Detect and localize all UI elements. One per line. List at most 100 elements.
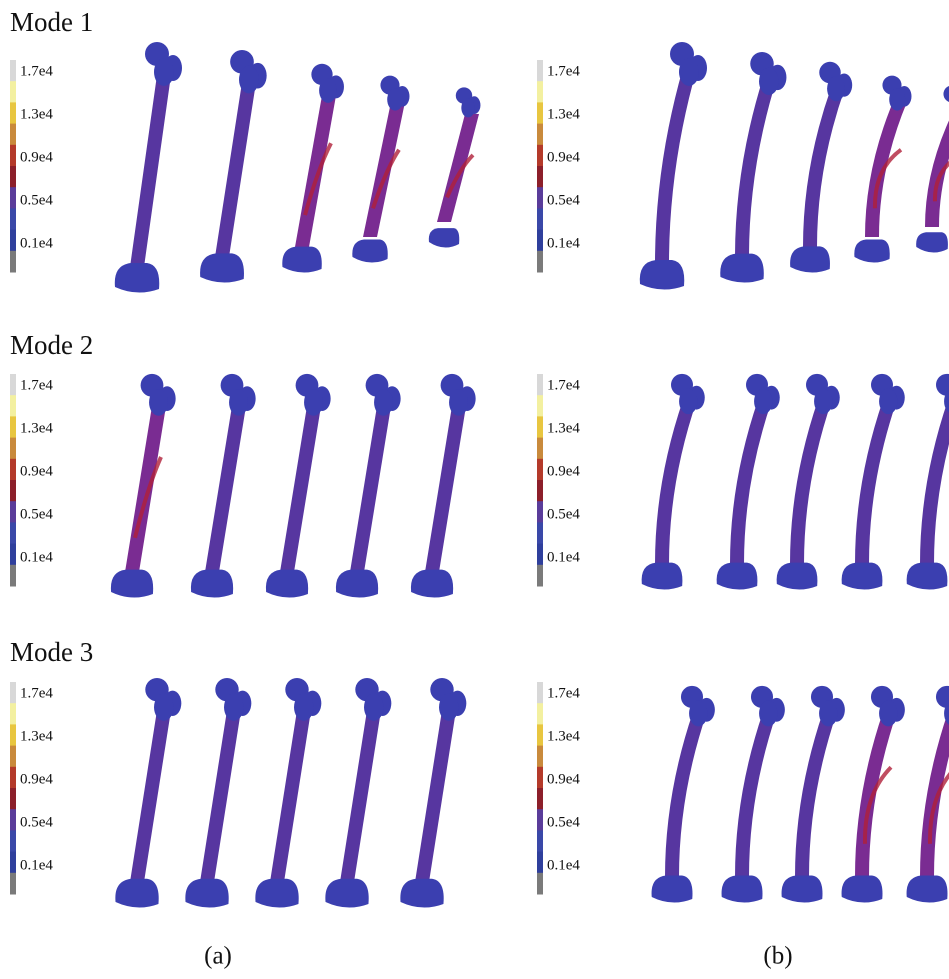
colorbar-label: 0.1e4 xyxy=(20,549,53,565)
colorbar-segment xyxy=(537,187,543,209)
femur xyxy=(282,64,344,273)
femur-neck xyxy=(461,98,475,117)
mode-label: Mode 1 xyxy=(10,7,93,37)
femur-neck xyxy=(814,389,832,415)
femur-neck xyxy=(304,389,323,416)
colorbar-label: 0.5e4 xyxy=(20,192,53,208)
colorbar-segment xyxy=(537,565,543,587)
colorbar-segment xyxy=(537,166,543,188)
colorbar-segment xyxy=(537,374,543,396)
colorbar-segment xyxy=(10,395,16,417)
femur xyxy=(111,374,176,598)
colorbar-segment xyxy=(10,166,16,188)
colorbar-label: 0.1e4 xyxy=(20,235,53,251)
colorbar-label: 1.7e4 xyxy=(547,685,580,701)
colorbar-segment xyxy=(10,124,16,146)
femur-condyles xyxy=(790,246,830,272)
colorbar-segment xyxy=(10,522,16,544)
colorbar-segment xyxy=(10,682,16,704)
femur-condyles xyxy=(652,876,693,903)
colorbar-label: 1.7e4 xyxy=(20,377,53,393)
colorbar-label: 0.5e4 xyxy=(20,814,53,830)
colorbar-segment xyxy=(537,522,543,544)
femur-condyles xyxy=(400,879,443,908)
colorbar-segment xyxy=(537,145,543,167)
femur-shaft xyxy=(790,400,832,564)
femur xyxy=(720,52,786,283)
femur-neck xyxy=(679,58,699,86)
colorbar-segment xyxy=(537,873,543,895)
femur xyxy=(907,686,949,903)
femur-neck xyxy=(364,694,384,721)
colorbar-label: 0.1e4 xyxy=(547,857,580,873)
femur-condyles xyxy=(282,247,321,273)
colorbar-segment xyxy=(10,459,16,481)
femur-shaft xyxy=(130,68,172,267)
femur-condyles xyxy=(325,879,368,908)
femur-neck xyxy=(154,694,174,721)
colorbar-segment xyxy=(537,830,543,852)
femur-condyles xyxy=(352,240,387,263)
colorbar-segment xyxy=(10,724,16,746)
colorbar-label: 1.3e4 xyxy=(547,420,580,436)
colorbar-segment xyxy=(10,565,16,587)
mode-label: Mode 3 xyxy=(10,637,93,667)
femur-condyles xyxy=(191,570,233,598)
femur xyxy=(115,42,182,293)
femur-neck xyxy=(319,78,337,103)
femur xyxy=(266,374,331,598)
femur-condyles xyxy=(782,876,823,903)
femur-condyles xyxy=(640,260,684,290)
colorbar-label: 1.3e4 xyxy=(20,106,53,122)
femur xyxy=(400,678,466,908)
femur-shaft xyxy=(865,102,907,237)
femur-condyles xyxy=(200,253,244,282)
colorbar-segment xyxy=(10,145,16,167)
femur-shaft xyxy=(363,102,405,237)
femur-condyles xyxy=(717,563,758,590)
colorbar-label: 1.3e4 xyxy=(547,728,580,744)
femur-condyles xyxy=(842,563,883,590)
colorbar-segment xyxy=(537,480,543,502)
femur xyxy=(200,50,267,283)
femur-condyles xyxy=(842,876,883,903)
femur-condyles xyxy=(255,879,298,908)
femur xyxy=(916,85,949,252)
colorbar-segment xyxy=(537,60,543,82)
femur-shaft xyxy=(655,400,697,564)
femur-condyles xyxy=(266,570,308,598)
femur-shaft xyxy=(735,712,777,877)
colorbar-segment xyxy=(10,544,16,566)
panel-label: (a) xyxy=(204,943,232,970)
colorbar-segment xyxy=(537,852,543,874)
figure: (a) (b) Mode 11.7e41.3e40.9e40.5e40.1e41… xyxy=(0,0,949,979)
femur-shaft xyxy=(295,90,337,247)
femur-shaft xyxy=(920,400,949,564)
femur xyxy=(640,42,707,290)
colorbar-segment xyxy=(537,682,543,704)
femur-shaft xyxy=(795,712,837,877)
colorbar-label: 0.1e4 xyxy=(547,549,580,565)
colorbar-label: 0.9e4 xyxy=(20,771,53,787)
colorbar-label: 1.3e4 xyxy=(20,420,53,436)
colorbar-segment xyxy=(10,60,16,82)
femur-shaft xyxy=(855,712,897,877)
femur-neck xyxy=(679,389,697,415)
femur-shaft xyxy=(425,400,467,572)
femur xyxy=(336,374,401,598)
colorbar-label: 0.1e4 xyxy=(20,857,53,873)
femur-condyles xyxy=(854,240,889,263)
femur-condyles xyxy=(907,563,948,590)
colorbar-segment xyxy=(537,395,543,417)
colorbar-segment xyxy=(537,208,543,230)
colorbar-segment xyxy=(537,251,543,273)
colorbar-segment xyxy=(10,788,16,810)
femur-neck xyxy=(229,389,248,416)
colorbar-label: 0.5e4 xyxy=(547,506,580,522)
femur xyxy=(790,62,852,273)
colorbar-segment xyxy=(537,703,543,725)
colorbar-segment xyxy=(537,724,543,746)
femur-shaft xyxy=(125,400,167,572)
colorbar-label: 0.5e4 xyxy=(20,506,53,522)
femur-shaft xyxy=(735,78,777,257)
